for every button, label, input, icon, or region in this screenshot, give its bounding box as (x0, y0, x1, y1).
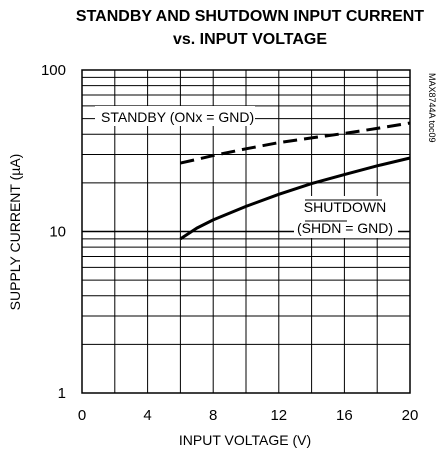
shutdown-label-line1: SHUTDOWN (304, 199, 386, 215)
x-tick-label: 20 (402, 407, 419, 424)
chart-title-line2: vs. INPUT VOLTAGE (173, 31, 327, 48)
legend-standby: STANDBY (ONx = GND) (95, 106, 255, 126)
figure-id-text: MAX8744A toc09 (427, 73, 436, 143)
standby-label: STANDBY (ONx = GND) (101, 109, 254, 125)
standby-label-mask (95, 106, 255, 126)
shutdown-label-line2: (SHDN = GND) (297, 220, 393, 236)
x-tick-label: 8 (209, 407, 217, 424)
x-tick-label: 12 (270, 407, 287, 424)
figure-id: MAX8744A toc09 (427, 73, 436, 143)
shutdown-label-mask (294, 196, 398, 238)
y-axis-label: SUPPLY CURRENT (µA) (7, 154, 23, 311)
series-lines (179, 121, 411, 241)
grid (82, 70, 410, 393)
y-tick-label: 1 (58, 385, 66, 402)
legend-shutdown: SHUTDOWN (SHDN = GND) (294, 196, 398, 238)
y-tick-label: 100 (41, 62, 66, 79)
shutdown-series-line (179, 156, 411, 241)
chart-title-line1: STANDBY AND SHUTDOWN INPUT CURRENT (76, 8, 424, 25)
x-tick-label: 4 (143, 407, 151, 424)
x-tick-label: 0 (78, 407, 86, 424)
x-axis-label: INPUT VOLTAGE (V) (179, 432, 311, 448)
plot-frame (81, 69, 411, 394)
tick-labels: 0 4 8 12 16 20 1 10 100 (41, 62, 418, 424)
x-tick-label: 16 (336, 407, 353, 424)
y-tick-label: 10 (49, 224, 66, 241)
standby-series-line (180, 121, 411, 165)
